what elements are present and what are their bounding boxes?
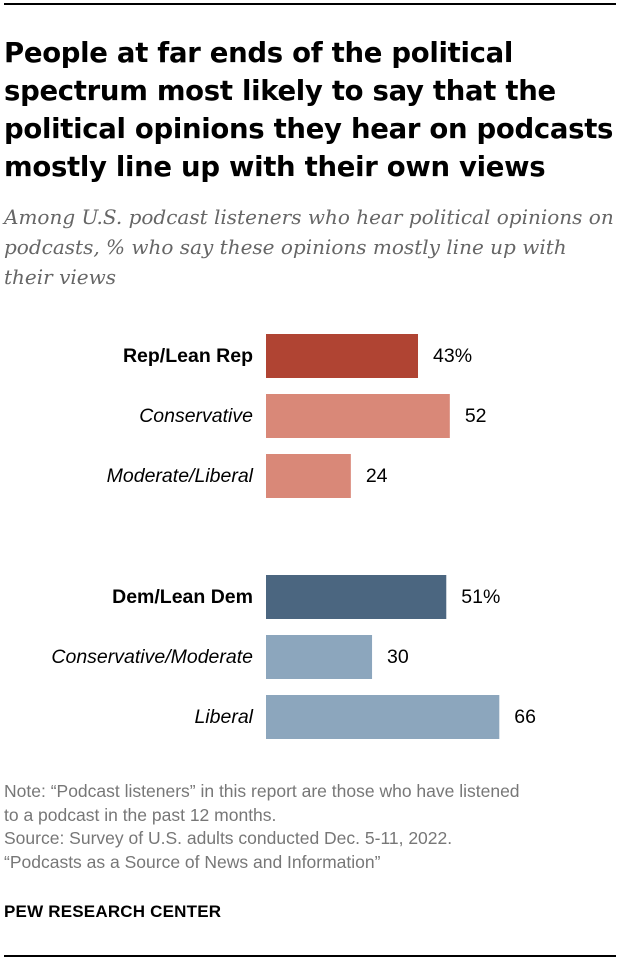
- pew-research-center-logo: PEW RESEARCH CENTER: [4, 902, 222, 921]
- category-label-moderate-liberal: Moderate/Liberal: [107, 465, 254, 487]
- category-label-conservative: Conservative: [139, 405, 253, 427]
- bar-moderate-liberal: [266, 454, 351, 498]
- value-label-liberal: 66: [514, 706, 536, 728]
- value-label-dem-lean-dem: 51%: [461, 586, 500, 608]
- report-title: “Podcasts as a Source of News and Inform…: [4, 851, 381, 872]
- top-rule: [4, 3, 616, 5]
- category-label-liberal: Liberal: [194, 706, 253, 728]
- bar-conservative-moderate: [266, 635, 373, 679]
- category-label-rep-lean-rep: Rep/Lean Rep: [123, 345, 253, 367]
- value-label-conservative: 52: [465, 405, 487, 427]
- chart-title: People at far ends of the political spec…: [4, 37, 614, 183]
- bar-chart: Rep/Lean Rep 43% Conservative 52 Moderate/Li…: [51, 334, 536, 739]
- value-label-conservative-moderate: 30: [387, 646, 409, 668]
- chart-subtitle: Among U.S. podcast listeners who hear po…: [4, 205, 614, 289]
- value-label-rep-lean-rep: 43%: [433, 345, 472, 367]
- source-line: Source: Survey of U.S. adults conducted …: [4, 828, 453, 848]
- category-label-dem-lean-dem: Dem/Lean Dem: [112, 586, 253, 608]
- bar-dem-lean-dem: [266, 575, 447, 619]
- category-label-conservative-moderate: Conservative/Moderate: [51, 646, 253, 668]
- bar-liberal: [266, 695, 500, 739]
- value-label-moderate-liberal: 24: [366, 465, 388, 487]
- bar-conservative: [266, 394, 450, 438]
- note-line-1: Note: “Podcast listeners” in this report…: [4, 781, 520, 801]
- bar-rep-lean-rep: [266, 334, 419, 378]
- note-line-2: to a podcast in the past 12 months.: [4, 804, 277, 825]
- bottom-rule: [4, 955, 616, 957]
- chart-notes: Note: “Podcast listeners” in this report…: [4, 780, 616, 874]
